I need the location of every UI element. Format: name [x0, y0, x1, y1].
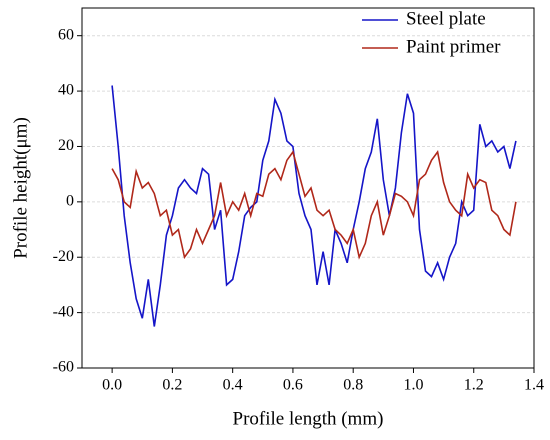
x-tick-label: 1.0	[403, 377, 423, 394]
plot-frame	[81, 7, 535, 369]
y-tick-label: -20	[53, 248, 74, 265]
legend-label: Paint primer	[406, 36, 501, 57]
series-line	[111, 150, 517, 260]
y-tick-label: -40	[53, 303, 74, 320]
y-tick-label: 20	[58, 137, 74, 154]
y-tick-label: -60	[53, 359, 74, 376]
x-tick-label: 0.4	[223, 377, 243, 394]
x-tick-label: 1.4	[524, 377, 544, 394]
y-tick-label: 40	[58, 82, 74, 99]
series-line	[111, 85, 517, 327]
x-tick-label: 1.2	[464, 377, 484, 394]
y-tick-label: 60	[58, 26, 74, 43]
y-tick-label: 0	[66, 193, 74, 210]
x-tick-label: 0.6	[283, 377, 303, 394]
x-axis-label: Profile length (mm)	[233, 408, 384, 429]
x-tick-label: 0.2	[162, 377, 182, 394]
x-tick-label: 0.8	[343, 377, 363, 394]
legend-label: Steel plate	[406, 8, 486, 29]
x-tick-label: 0.0	[102, 377, 122, 394]
y-axis-label: Profile height(μm)	[10, 117, 31, 259]
